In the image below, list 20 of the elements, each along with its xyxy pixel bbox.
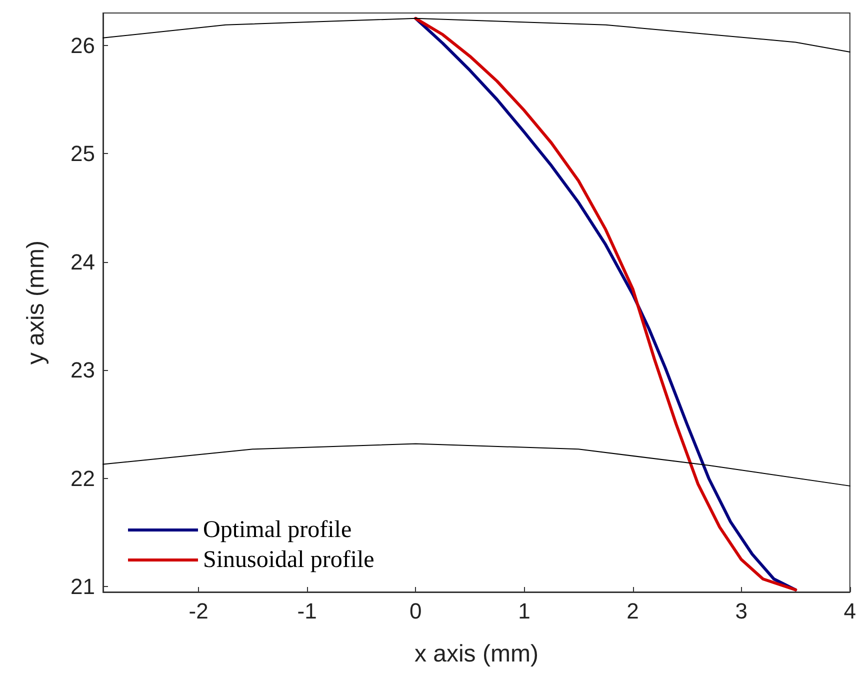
x-tick-label: 0 bbox=[410, 598, 422, 624]
line-series bbox=[102, 18, 850, 52]
x-tick-label: -2 bbox=[188, 598, 208, 624]
y-axis-title: y axis (mm) bbox=[22, 240, 50, 364]
x-tick-label: 1 bbox=[518, 598, 530, 624]
x-tick-label: -1 bbox=[297, 598, 317, 624]
legend-label: Optimal profile bbox=[203, 517, 352, 543]
line-series bbox=[102, 443, 850, 486]
y-tick-label: 24 bbox=[70, 249, 95, 274]
line-series bbox=[414, 16, 798, 592]
y-tick-label: 26 bbox=[70, 32, 95, 58]
x-tick-label: 3 bbox=[735, 598, 748, 624]
y-tick-label: 23 bbox=[70, 358, 95, 383]
legend-label: Sinusoidal profile bbox=[203, 547, 374, 573]
y-tick-label: 21 bbox=[70, 574, 95, 600]
x-tick-label: 4 bbox=[844, 598, 856, 624]
x-tick-label: 2 bbox=[626, 598, 639, 624]
y-tick-label: 22 bbox=[70, 466, 95, 491]
y-tick-label: 25 bbox=[70, 141, 95, 166]
x-axis-title: x axis (mm) bbox=[414, 640, 538, 668]
